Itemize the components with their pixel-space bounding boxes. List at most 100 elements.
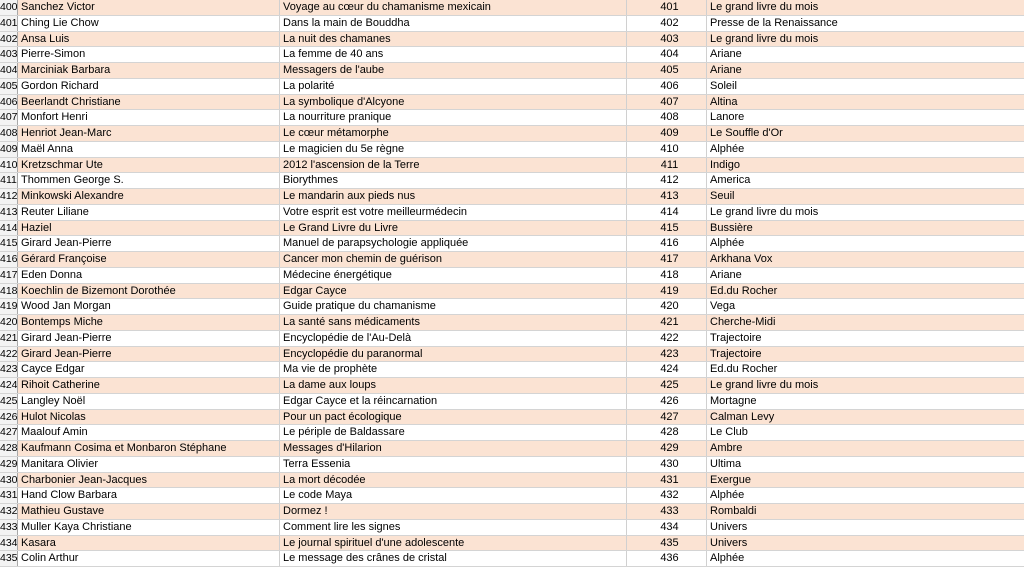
author-cell[interactable]: Girard Jean-Pierre bbox=[18, 330, 280, 346]
author-cell[interactable]: Monfort Henri bbox=[18, 110, 280, 125]
row-number[interactable]: 434 bbox=[0, 535, 18, 551]
number-cell[interactable]: 426 bbox=[627, 393, 707, 409]
title-cell[interactable]: La femme de 40 ans bbox=[280, 47, 627, 62]
title-cell[interactable]: Biorythmes bbox=[280, 173, 627, 188]
title-cell[interactable]: Dans la main de Bouddha bbox=[280, 15, 627, 31]
row-number[interactable]: 403 bbox=[0, 47, 18, 62]
publisher-cell[interactable]: Altina bbox=[710, 95, 738, 108]
publisher-cell[interactable]: Presse de la Renaissance bbox=[710, 16, 838, 29]
row-number[interactable]: 433 bbox=[0, 519, 18, 535]
title-cell[interactable]: Cancer mon chemin de guérison bbox=[280, 252, 627, 267]
title-cell[interactable]: Dormez ! bbox=[280, 504, 627, 519]
number-cell[interactable]: 434 bbox=[627, 519, 707, 535]
number-cell[interactable]: 430 bbox=[627, 456, 707, 472]
row-number[interactable]: 416 bbox=[0, 252, 18, 267]
publisher-cell[interactable]: Indigo bbox=[710, 158, 740, 171]
number-cell[interactable]: 416 bbox=[627, 236, 707, 251]
row-number[interactable]: 427 bbox=[0, 425, 18, 440]
row-number[interactable]: 429 bbox=[0, 456, 18, 472]
number-cell[interactable]: 411 bbox=[627, 157, 707, 173]
publisher-cell[interactable]: Trajectoire bbox=[710, 331, 762, 344]
number-cell[interactable]: 419 bbox=[627, 283, 707, 299]
author-cell[interactable]: Maalouf Amin bbox=[18, 425, 280, 440]
author-cell[interactable]: Mathieu Gustave bbox=[18, 504, 280, 519]
row-number[interactable]: 406 bbox=[0, 94, 18, 110]
row-number[interactable]: 422 bbox=[0, 346, 18, 362]
publisher-cell[interactable]: Trajectoire bbox=[710, 347, 762, 360]
author-cell[interactable]: Langley Noël bbox=[18, 393, 280, 409]
publisher-cell[interactable]: Exergue bbox=[710, 473, 751, 486]
title-cell[interactable]: Encyclopédie du paranormal bbox=[280, 346, 627, 362]
title-cell[interactable]: La mort décodée bbox=[280, 472, 627, 488]
publisher-cell[interactable]: Arkhana Vox bbox=[710, 253, 773, 265]
author-cell[interactable]: Colin Arthur bbox=[18, 551, 280, 566]
title-cell[interactable]: Edgar Cayce bbox=[280, 283, 627, 299]
publisher-cell[interactable]: Ariane bbox=[710, 48, 742, 61]
number-cell[interactable]: 436 bbox=[627, 551, 707, 566]
number-cell[interactable]: 413 bbox=[627, 189, 707, 204]
author-cell[interactable]: Ching Lie Chow bbox=[18, 15, 280, 31]
title-cell[interactable]: Votre esprit est votre meilleurmédecin bbox=[280, 204, 627, 220]
publisher-cell[interactable]: Alphée bbox=[710, 142, 745, 155]
publisher-cell[interactable]: Univers bbox=[710, 520, 748, 533]
author-cell[interactable]: Hand Clow Barbara bbox=[18, 488, 280, 503]
publisher-cell[interactable]: Alphée bbox=[710, 489, 745, 502]
author-cell[interactable]: Hulot Nicolas bbox=[18, 409, 280, 425]
title-cell[interactable]: La santé sans médicaments bbox=[280, 315, 627, 330]
number-cell[interactable]: 414 bbox=[627, 204, 707, 220]
row-number[interactable]: 409 bbox=[0, 141, 18, 157]
title-cell[interactable]: La symbolique d'Alcyone bbox=[280, 94, 627, 110]
number-cell[interactable]: 423 bbox=[627, 346, 707, 362]
publisher-cell[interactable]: Vega bbox=[710, 300, 736, 313]
row-number[interactable]: 402 bbox=[0, 31, 18, 47]
author-cell[interactable]: Thommen George S. bbox=[18, 173, 280, 188]
publisher-cell[interactable]: Bussière bbox=[710, 221, 753, 234]
publisher-cell[interactable]: Le Club bbox=[710, 426, 748, 439]
number-cell[interactable]: 420 bbox=[627, 299, 707, 314]
title-cell[interactable]: Voyage au cœur du chamanisme mexicain bbox=[280, 0, 627, 15]
author-cell[interactable]: Haziel bbox=[18, 220, 280, 236]
author-cell[interactable]: Girard Jean-Pierre bbox=[18, 346, 280, 362]
title-cell[interactable]: La dame aux loups bbox=[280, 378, 627, 393]
number-cell[interactable]: 408 bbox=[627, 110, 707, 125]
row-number[interactable]: 413 bbox=[0, 204, 18, 220]
row-number[interactable]: 411 bbox=[0, 173, 18, 188]
number-cell[interactable]: 433 bbox=[627, 504, 707, 519]
number-cell[interactable]: 431 bbox=[627, 472, 707, 488]
number-cell[interactable]: 432 bbox=[627, 488, 707, 503]
row-number[interactable]: 423 bbox=[0, 362, 18, 377]
publisher-cell[interactable]: Soleil bbox=[710, 79, 737, 92]
title-cell[interactable]: Messagers de l'aube bbox=[280, 63, 627, 78]
number-cell[interactable]: 404 bbox=[627, 47, 707, 62]
publisher-cell[interactable]: Ariane bbox=[710, 64, 742, 76]
author-cell[interactable]: Henriot Jean-Marc bbox=[18, 126, 280, 141]
author-cell[interactable]: Sanchez Victor bbox=[18, 0, 280, 15]
row-number[interactable]: 415 bbox=[0, 236, 18, 251]
author-cell[interactable]: Muller Kaya Christiane bbox=[18, 519, 280, 535]
title-cell[interactable]: Terra Essenia bbox=[280, 456, 627, 472]
number-cell[interactable]: 409 bbox=[627, 126, 707, 141]
author-cell[interactable]: Reuter Liliane bbox=[18, 204, 280, 220]
publisher-cell[interactable]: Ariane bbox=[710, 268, 742, 281]
title-cell[interactable]: Messages d'Hilarion bbox=[280, 441, 627, 456]
publisher-cell[interactable]: Seuil bbox=[710, 190, 735, 202]
title-cell[interactable]: Le journal spirituel d'une adolescente bbox=[280, 535, 627, 551]
title-cell[interactable]: La nuit des chamanes bbox=[280, 31, 627, 47]
number-cell[interactable]: 417 bbox=[627, 252, 707, 267]
number-cell[interactable]: 422 bbox=[627, 330, 707, 346]
author-cell[interactable]: Girard Jean-Pierre bbox=[18, 236, 280, 251]
author-cell[interactable]: Minkowski Alexandre bbox=[18, 189, 280, 204]
publisher-cell[interactable]: Ambre bbox=[710, 442, 743, 454]
title-cell[interactable]: Pour un pact écologique bbox=[280, 409, 627, 425]
publisher-cell[interactable]: Lanore bbox=[710, 111, 745, 124]
number-cell[interactable]: 428 bbox=[627, 425, 707, 440]
title-cell[interactable]: Le message des crânes de cristal bbox=[280, 551, 627, 566]
number-cell[interactable]: 412 bbox=[627, 173, 707, 188]
title-cell[interactable]: Le Grand Livre du Livre bbox=[280, 220, 627, 236]
number-cell[interactable]: 402 bbox=[627, 15, 707, 31]
row-number[interactable]: 407 bbox=[0, 110, 18, 125]
title-cell[interactable]: Le périple de Baldassare bbox=[280, 425, 627, 440]
row-number[interactable]: 405 bbox=[0, 78, 18, 94]
number-cell[interactable]: 405 bbox=[627, 63, 707, 78]
publisher-cell[interactable]: America bbox=[710, 174, 751, 187]
